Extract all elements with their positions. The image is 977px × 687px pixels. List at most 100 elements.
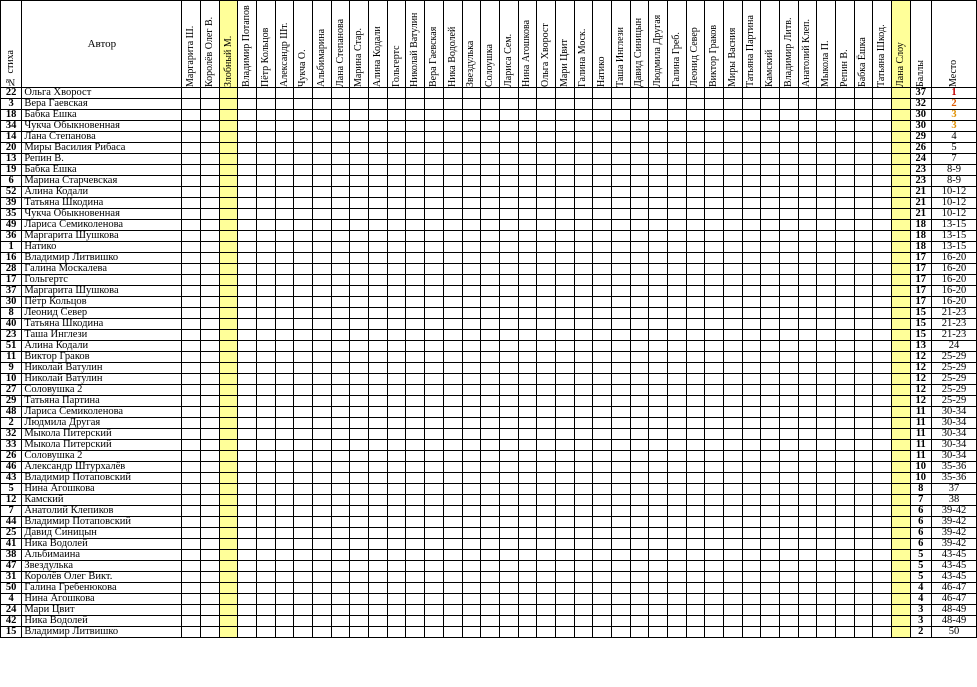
vote-cell xyxy=(872,384,892,396)
vote-cell xyxy=(442,461,463,473)
place-cell: 3 xyxy=(930,120,977,132)
vote-cell xyxy=(704,197,724,209)
vote-cell xyxy=(816,395,836,407)
vote-cell xyxy=(181,417,202,429)
vote-cell xyxy=(610,538,631,550)
vote-cell xyxy=(293,241,314,253)
vote-cell xyxy=(722,494,743,506)
vote-cell xyxy=(722,263,743,275)
vote-cell xyxy=(629,87,650,99)
vote-cell xyxy=(573,615,594,627)
vote-cell xyxy=(760,593,780,605)
vote-cell xyxy=(797,296,818,308)
score-cell: 4 xyxy=(909,593,932,605)
vote-cell xyxy=(797,516,818,528)
vote-cell xyxy=(648,142,668,154)
vote-cell xyxy=(349,560,370,572)
place-cell: 16-20 xyxy=(930,296,977,308)
vote-cell xyxy=(237,120,258,132)
vote-cell xyxy=(461,98,482,110)
vote-cell xyxy=(424,197,444,209)
vote-cell xyxy=(554,285,575,297)
vote-cell xyxy=(853,549,874,561)
score-cell: 10 xyxy=(909,472,932,484)
vote-cell xyxy=(480,615,500,627)
vote-cell xyxy=(890,340,911,352)
vote-cell xyxy=(554,241,575,253)
vote-cell xyxy=(554,98,575,110)
vote-cell xyxy=(629,142,650,154)
vote-cell xyxy=(872,615,892,627)
vote-cell xyxy=(816,164,836,176)
vote-cell xyxy=(816,428,836,440)
vote-cell xyxy=(480,120,500,132)
vote-cell xyxy=(200,593,220,605)
vote-cell xyxy=(293,527,314,539)
score-cell: 15 xyxy=(909,329,932,341)
vote-cell xyxy=(461,197,482,209)
vote-cell xyxy=(536,417,556,429)
score-cell: 6 xyxy=(909,505,932,517)
vote-cell xyxy=(200,153,220,165)
vote-cell xyxy=(722,527,743,539)
place-cell: 39-42 xyxy=(930,516,977,528)
vote-cell xyxy=(349,153,370,165)
vote-cell xyxy=(834,351,855,363)
vote-cell xyxy=(498,571,519,583)
vote-cell xyxy=(554,274,575,286)
vote-cell xyxy=(368,582,388,594)
vote-cell xyxy=(517,615,538,627)
vote-cell xyxy=(274,109,295,121)
vote-cell xyxy=(536,197,556,209)
vote-cell xyxy=(666,340,687,352)
vote-cell xyxy=(461,153,482,165)
vote-cell xyxy=(760,384,780,396)
vote-cell xyxy=(424,241,444,253)
poem-number: 12 xyxy=(0,494,23,506)
vote-cell xyxy=(536,549,556,561)
vote-cell xyxy=(536,406,556,418)
vote-cell xyxy=(461,582,482,594)
vote-cell xyxy=(890,142,911,154)
vote-cell xyxy=(648,560,668,572)
vote-cell xyxy=(218,395,239,407)
vote-cell xyxy=(722,373,743,385)
vote-cell xyxy=(237,527,258,539)
vote-cell xyxy=(816,373,836,385)
vote-cell xyxy=(349,252,370,264)
vote-cell xyxy=(181,175,202,187)
vote-cell xyxy=(536,285,556,297)
vote-cell xyxy=(368,131,388,143)
vote-cell xyxy=(853,406,874,418)
vote-cell xyxy=(760,318,780,330)
header-score: Баллы xyxy=(909,0,932,88)
vote-cell xyxy=(405,384,426,396)
vote-cell xyxy=(853,219,874,231)
author-name: Таша Инглези xyxy=(21,329,183,341)
vote-cell xyxy=(592,395,612,407)
vote-cell xyxy=(386,461,407,473)
vote-cell xyxy=(237,142,258,154)
vote-cell xyxy=(573,186,594,198)
vote-cell xyxy=(554,582,575,594)
vote-cell xyxy=(704,131,724,143)
place-cell: 5 xyxy=(930,142,977,154)
vote-cell xyxy=(610,582,631,594)
vote-cell xyxy=(293,494,314,506)
vote-cell xyxy=(368,296,388,308)
vote-cell xyxy=(872,340,892,352)
table-row: 13 Репин В. 24 7 xyxy=(0,153,977,165)
vote-cell xyxy=(648,549,668,561)
vote-cell xyxy=(760,428,780,440)
table-row: 37 Маргарита Шушкова 17 16-20 xyxy=(0,285,977,297)
vote-cell xyxy=(293,373,314,385)
vote-cell xyxy=(293,274,314,286)
vote-cell xyxy=(330,142,351,154)
vote-cell xyxy=(704,153,724,165)
vote-cell xyxy=(760,274,780,286)
vote-cell xyxy=(648,494,668,506)
vote-cell xyxy=(554,153,575,165)
vote-cell xyxy=(778,461,799,473)
score-cell: 6 xyxy=(909,527,932,539)
vote-cell xyxy=(461,307,482,319)
